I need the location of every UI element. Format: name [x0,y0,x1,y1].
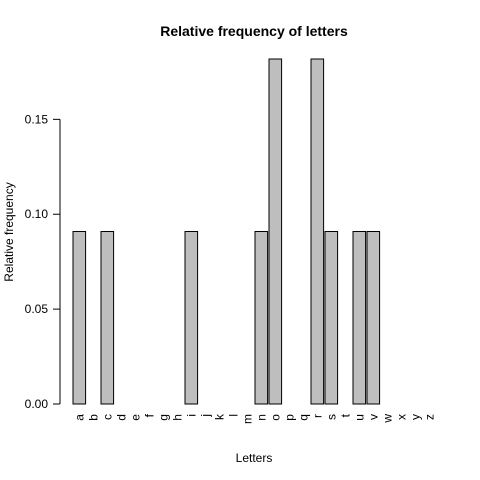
x-tick-label-j: j [198,414,212,418]
x-tick-label-q: q [296,414,310,421]
bar-u [352,231,367,405]
x-tick-label-h: h [170,414,184,421]
bar-a [72,231,87,405]
x-tick-label-u: u [352,414,366,421]
x-tick-label-p: p [282,414,296,421]
bar-v [366,231,381,405]
y-tick-label: 0.00 [25,397,49,411]
x-tick-label-m: m [240,414,254,424]
bars-group [72,58,381,405]
y-tick-label: 0.10 [25,207,49,221]
x-tick-label-a: a [72,414,86,421]
x-tick-label-i: i [184,414,198,417]
x-tick-label-l: l [226,414,240,417]
x-tick-label-x: x [394,414,408,420]
x-tick-label-e: e [128,414,142,421]
y-axis-label: Relative frequency [2,182,16,281]
x-tick-label-o: o [268,414,282,421]
y-tick-label: 0.15 [25,112,49,126]
x-tick-label-s: s [324,414,338,420]
bar-n [254,231,269,405]
bar-s [324,231,339,405]
x-tick-label-c: c [100,414,114,420]
x-tick-label-t: t [338,413,352,417]
y-axis: 0.00 0.05 0.10 0.15 [25,112,61,411]
x-tick-label-n: n [254,414,268,421]
bar-o [268,58,283,405]
x-tick-label-z: z [422,414,436,420]
x-tick-label-f: f [142,413,156,417]
x-tick-label-y: y [408,414,422,420]
x-axis-label: Letters [236,451,273,465]
bar-r [310,58,325,405]
bar-i [184,231,199,405]
x-tick-label-g: g [156,414,170,421]
x-tick-label-w: w [380,414,394,424]
x-tick-label-d: d [114,414,128,421]
chart-title: Relative frequency of letters [160,23,348,39]
x-tick-label-v: v [366,414,380,420]
x-tick-label-k: k [212,413,226,420]
x-tick-label-b: b [86,414,100,421]
x-tick-label-r: r [310,414,324,418]
y-tick-label: 0.05 [25,302,49,316]
bar-c [100,231,115,405]
